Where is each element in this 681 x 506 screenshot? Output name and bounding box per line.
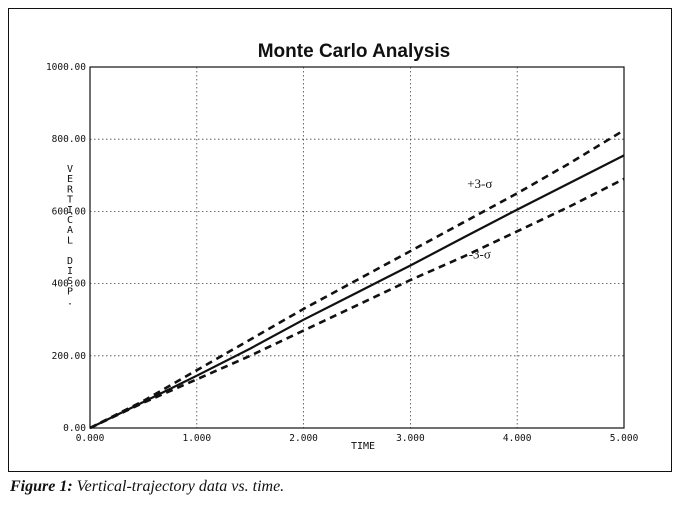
monte-carlo-chart: Monte Carlo Analysis 0.00 200.00 400.00 600… [46, 41, 639, 452]
y-axis-label-char: P [67, 286, 73, 297]
chart-title: Monte Carlo Analysis [258, 41, 451, 62]
caption-lead: Figure 1: [10, 478, 73, 495]
dashed-series-line [89, 129, 625, 430]
caption-text: Vertical-trajectory data vs. time. [76, 478, 285, 495]
figure-frame [8, 8, 672, 472]
dashed-series-line [89, 177, 625, 430]
y-axis-label-char: D [67, 256, 73, 267]
sigma-annotation: -3-σ [469, 246, 491, 261]
series-lines [89, 129, 625, 430]
y-axis-label-char: R [67, 184, 74, 195]
y-tick-label: 600.00 [52, 206, 87, 217]
x-axis-label: TIME [351, 441, 375, 452]
y-tick-label: 0.00 [63, 423, 86, 434]
x-tick-label: 2.000 [289, 433, 318, 444]
y-axis-label-char: V [67, 164, 73, 175]
x-tick-label: 0.000 [76, 433, 105, 444]
y-axis-label-char: L [67, 235, 73, 246]
y-axis-label-char: C [67, 215, 73, 226]
y-axis-label-char: I [67, 205, 73, 216]
figure-caption: Figure 1: Vertical-trajectory data vs. t… [10, 478, 284, 496]
solid-series-line [89, 154, 625, 429]
x-tick-label: 5.000 [610, 433, 639, 444]
y-axis-label-char: . [67, 297, 73, 308]
y-tick-label: 800.00 [52, 134, 87, 145]
plot-border [89, 66, 625, 429]
grid-lines [90, 67, 624, 428]
x-tick-label: 1.000 [182, 433, 211, 444]
x-tick-label: 4.000 [503, 433, 532, 444]
annotations: +3-σ -3-σ [467, 176, 492, 261]
sigma-annotation: +3-σ [467, 176, 492, 191]
y-tick-labels: 0.00 200.00 400.00 600.00 800.00 1000.00 [46, 62, 86, 434]
y-axis-label-char: S [67, 276, 73, 287]
x-tick-labels: 0.000 1.000 2.000 3.000 4.000 5.000 [76, 433, 639, 444]
y-axis-label-char: I [67, 266, 73, 277]
x-tick-label: 3.000 [396, 433, 425, 444]
y-tick-label: 400.00 [52, 279, 87, 290]
y-tick-label: 200.00 [52, 351, 87, 362]
y-axis-label-char: E [67, 174, 73, 185]
y-axis-label-char: T [67, 195, 73, 206]
y-tick-label: 1000.00 [46, 62, 86, 73]
y-axis-label-char: A [67, 225, 73, 236]
